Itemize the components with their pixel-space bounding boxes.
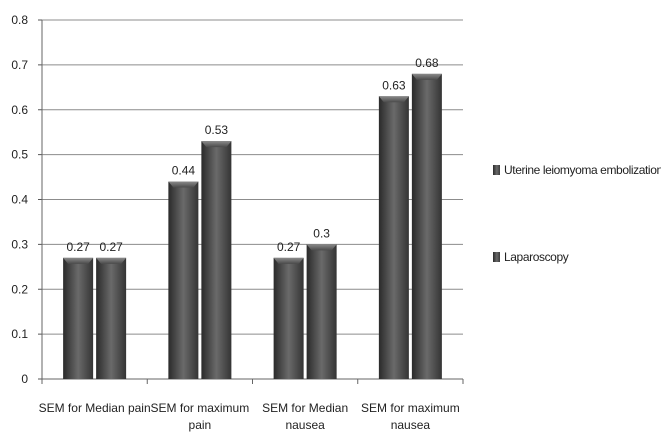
x-category-label: SEM for maximum nausea [361, 401, 460, 432]
legend-label: Laparoscopy [504, 250, 569, 264]
x-category-label-line: pain [189, 418, 212, 432]
x-category-label: SEM for Median nausea [262, 401, 348, 432]
x-category-label-line: nausea [285, 418, 325, 432]
category-labels: SEM for Median pain SEM for maximum painSE… [39, 401, 460, 432]
y-tick-label: 0.7 [11, 58, 28, 72]
x-category-label-line: SEM for maximum [361, 401, 460, 415]
data-label: 0.63 [382, 78, 406, 92]
legend: Uterine leiomyoma embolization Laparosco… [493, 163, 661, 337]
x-category-label: SEM for maximum pain [151, 401, 250, 432]
bars [63, 73, 442, 379]
bar-bevel [201, 141, 232, 148]
data-label: 0.44 [172, 164, 196, 178]
y-tick-label: 0.2 [11, 282, 28, 296]
x-category-label-line: SEM for maximum [151, 401, 250, 415]
data-label: 0.27 [66, 240, 90, 254]
bar-bevel [378, 96, 409, 103]
legend-item-laparoscopy: Laparoscopy [493, 250, 661, 264]
data-label: 0.53 [205, 123, 229, 137]
bar [168, 181, 199, 379]
bar-bevel [96, 257, 127, 264]
legend-swatch [493, 165, 500, 175]
x-category-label: SEM for Median pain [39, 401, 151, 415]
bar-bevel [411, 73, 442, 80]
x-category-label-line: SEM for Median pain [39, 401, 151, 415]
bar [96, 257, 127, 379]
y-tick-label: 0 [21, 372, 28, 386]
bar [378, 96, 409, 379]
data-labels: 0.27 0.27 0.44 0.53 0.27 0.3 0.63 0.68 [66, 56, 438, 254]
x-category-label-line: SEM for Median [262, 401, 348, 415]
data-label: 0.27 [277, 240, 301, 254]
bar [273, 257, 304, 379]
y-tick-label: 0.8 [11, 13, 28, 27]
legend-item-embolization: Uterine leiomyoma embolization [493, 163, 661, 177]
bar-bevel [273, 257, 304, 264]
legend-label: Uterine leiomyoma embolization [504, 163, 661, 177]
bar [306, 244, 337, 379]
legend-swatch [493, 252, 500, 262]
y-tick-label: 0.6 [11, 103, 28, 117]
data-label: 0.27 [99, 240, 123, 254]
data-label: 0.3 [313, 226, 330, 240]
bar [201, 141, 232, 379]
y-tick-label: 0.5 [11, 148, 28, 162]
bar [411, 73, 442, 379]
bar-bevel [306, 244, 337, 251]
bar [63, 257, 94, 379]
data-label: 0.68 [415, 56, 439, 70]
y-tick-label: 0.1 [11, 327, 28, 341]
y-tick-label: 0.4 [11, 193, 28, 207]
bar-bevel [168, 181, 199, 188]
x-category-label-line: nausea [391, 418, 431, 432]
bar-bevel [63, 257, 94, 264]
y-tick-label: 0.3 [11, 237, 28, 251]
